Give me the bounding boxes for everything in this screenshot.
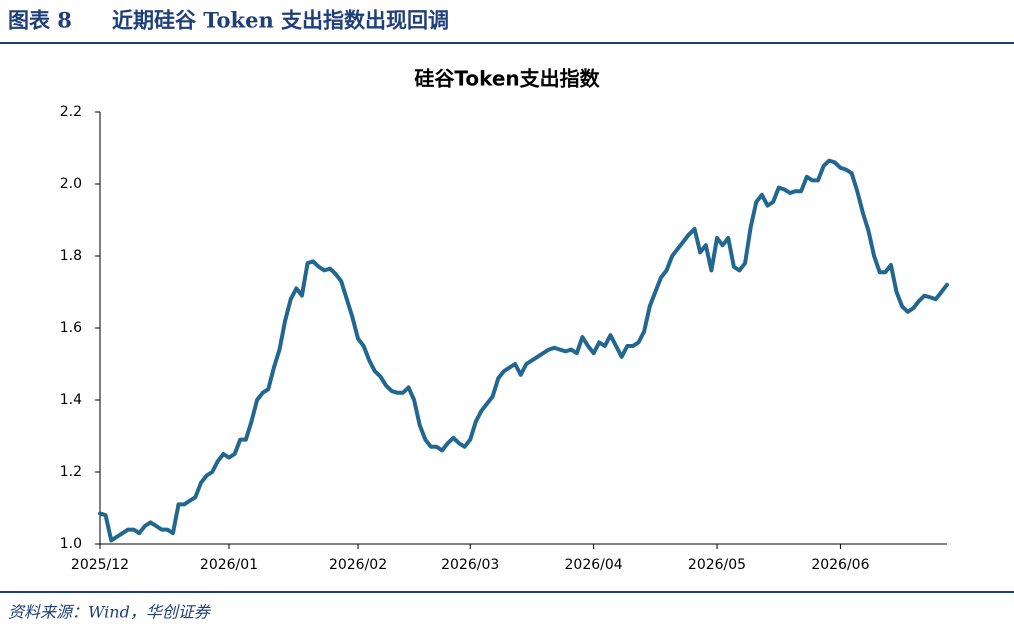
y-tick-label: 2.2 bbox=[60, 104, 82, 120]
x-tick-label: 2026/02 bbox=[329, 557, 387, 573]
chart-title: 硅谷Token支出指数 bbox=[414, 67, 600, 91]
figure-label: 图表 8 bbox=[8, 8, 72, 33]
x-tick-label: 2026/05 bbox=[688, 557, 746, 573]
y-tick-label: 1.6 bbox=[60, 320, 82, 336]
source-note: 资料来源：Wind，华创证券 bbox=[8, 603, 212, 622]
y-tick-label: 2.0 bbox=[60, 176, 82, 192]
x-tick-label: 2026/01 bbox=[200, 557, 258, 573]
figure-title: 近期硅谷 Token 支出指数出现回调 bbox=[112, 8, 449, 33]
x-tick-label: 2025/12 bbox=[71, 557, 129, 573]
y-tick-label: 1.0 bbox=[60, 536, 82, 552]
x-tick-label: 2026/06 bbox=[811, 557, 869, 573]
data-line bbox=[98, 158, 949, 543]
x-tick-label: 2026/04 bbox=[565, 557, 623, 573]
x-tick-label: 2026/03 bbox=[441, 557, 499, 573]
y-tick-label: 1.8 bbox=[60, 248, 82, 264]
y-tick-label: 1.2 bbox=[60, 464, 82, 480]
y-tick-label: 1.4 bbox=[60, 392, 82, 408]
